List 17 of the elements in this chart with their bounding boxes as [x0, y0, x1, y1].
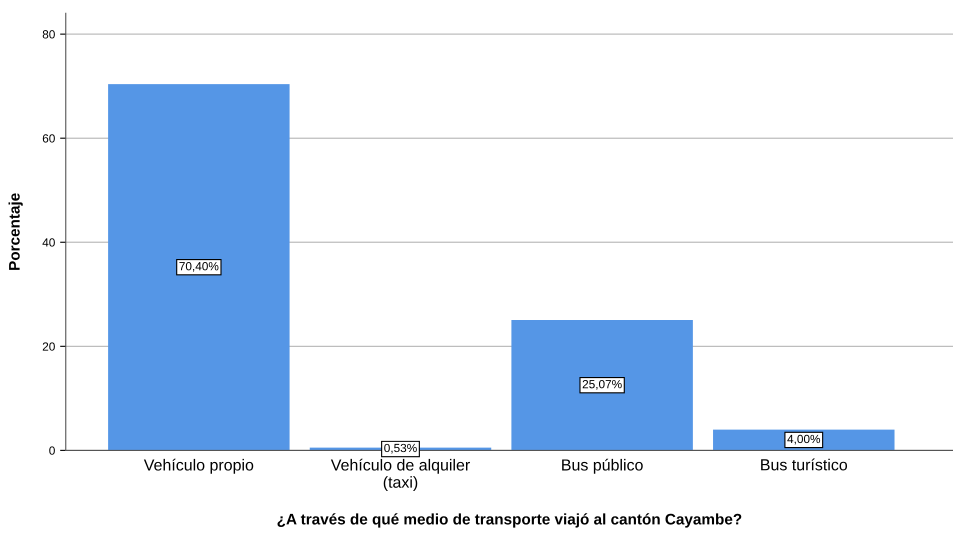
y-axis-title: Porcentaje: [8, 193, 23, 270]
y-tick-label: 20: [42, 342, 55, 351]
bar: [108, 84, 290, 450]
x-tick-label: Bus turístico: [761, 458, 848, 470]
data-label: 25,07%: [582, 380, 622, 390]
x-tick-label: Vehículo de alquiler (taxi): [330, 458, 470, 491]
data-label: 4,00%: [787, 434, 820, 445]
data-label: 70,40%: [179, 262, 218, 272]
x-tick-label: Bus público: [562, 458, 643, 474]
bar: [511, 320, 693, 450]
data-label: 0,53%: [384, 444, 417, 454]
y-tick-label: 40: [42, 238, 55, 247]
x-tick-label: Vehículo propio: [144, 458, 254, 474]
y-tick-label: 60: [42, 134, 55, 143]
y-tick-label: 80: [42, 30, 55, 39]
x-axis-title: ¿A través de qué medio de transporte viajó al cantón Cayambe?: [277, 513, 742, 528]
y-tick-label: 0: [49, 446, 55, 455]
